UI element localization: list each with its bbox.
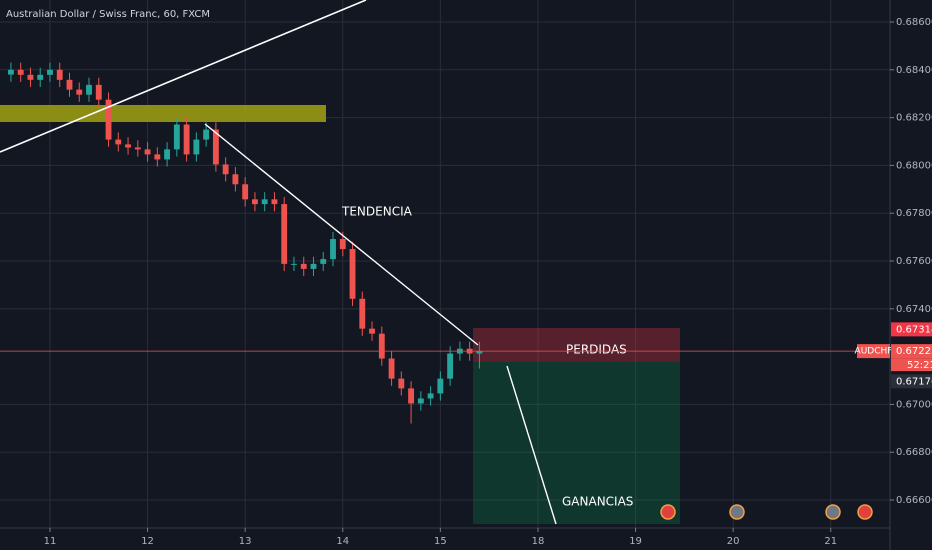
trend-line [204,123,479,346]
candle-body [86,84,92,95]
event-icon[interactable] [825,504,841,520]
countdown-label: 52:21 [907,360,932,371]
candle-body [17,69,24,75]
candle-body [95,84,102,100]
projection-line [506,365,557,525]
candle-body [242,184,249,200]
last-price-badge [891,344,932,359]
candle-body [437,378,444,394]
candle-body [154,154,161,160]
last-price-label: 0.67223 [896,346,932,357]
entry-price-badge [891,374,932,389]
x-tick-label: 14 [336,536,349,547]
annotation: GANANCIAS [562,495,633,509]
x-tick-label: 13 [239,536,252,547]
event-icon[interactable] [729,504,745,520]
event-icon[interactable] [857,504,873,520]
candle-body [144,149,151,155]
entry-price-label: 0.67176 [896,376,932,387]
candles [8,62,483,424]
x-tick-label: 19 [629,536,642,547]
candle-body [212,129,219,165]
resistance-zone [0,105,326,122]
candle-body [27,74,34,80]
candle-body [330,239,336,260]
chart-title: Australian Dollar / Swiss Franc, 60, FXC… [6,9,210,20]
x-tick-label: 21 [824,536,837,547]
candle-body [8,69,14,75]
x-tick-label: 12 [141,536,154,547]
candle-body [251,199,258,205]
candle-body [359,298,366,329]
stop-price-label: 0.67314 [896,324,932,335]
candle-body [476,351,483,354]
x-tick-label: 11 [44,536,57,547]
candle-body [378,333,385,359]
candle-body [47,69,53,75]
candle-body [408,388,415,404]
y-tick-label: 0.68600 [896,17,932,28]
candle-body [281,204,288,264]
candle-body [66,79,73,90]
candle-body [310,263,317,269]
candle-body [339,239,346,250]
annotation: PERDIDAS [566,343,627,357]
candle-body [271,199,278,205]
symbol-label: AUDCHF [855,347,893,357]
event-icon[interactable] [660,504,676,520]
candle-body [173,124,180,150]
candle-body [56,69,63,80]
candle-body [125,144,131,148]
candle-body [369,328,375,334]
target-zone [473,362,680,524]
candle-body [183,124,190,155]
candle-body [427,393,434,399]
x-tick-label: 20 [727,536,740,547]
candle-body [134,147,141,150]
candle-body [115,139,122,145]
candle-body [261,199,268,205]
grid [0,0,890,528]
candle-body [37,74,44,80]
candle-body [447,353,454,379]
candle-body [164,149,171,160]
candle-body [417,398,424,404]
countdown-badge [891,358,932,372]
symbol-badge [857,344,890,359]
candle-body [232,174,239,185]
candle-body [300,263,307,269]
candle-body [291,263,297,265]
candle-body [76,89,83,95]
stop-price-badge [891,322,932,337]
candle-body [105,99,112,140]
stop-zone [473,328,680,362]
candle-body [222,164,229,175]
candle-body [193,139,200,155]
annotation: TENDENCIA [341,205,413,219]
candle-body [388,358,395,379]
candle-body [349,249,356,299]
candle-body [398,378,405,389]
event-icons [660,504,873,520]
x-tick-label: 15 [434,536,447,547]
candle-body [320,259,327,264]
candle-body [203,129,210,140]
trend-line [0,0,367,153]
x-tick-label: 18 [532,536,545,547]
